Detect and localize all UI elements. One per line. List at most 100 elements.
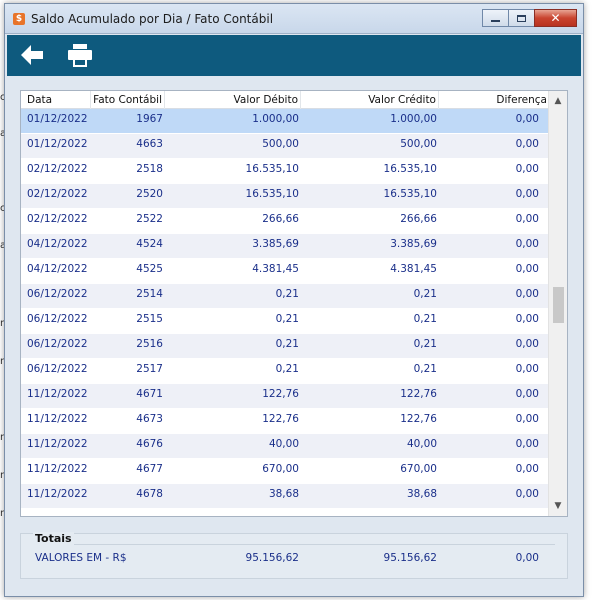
cell-data: 11/12/2022 [27, 463, 88, 475]
column-header-debito[interactable]: Valor Débito [165, 91, 301, 109]
cell-data: 02/12/2022 [27, 188, 88, 200]
cell-diferenca: 0,00 [515, 188, 539, 200]
cell-debito: 500,00 [262, 138, 299, 150]
cell-credito: 0,21 [413, 363, 437, 375]
column-header-data[interactable]: Data [27, 91, 91, 109]
scroll-thumb[interactable] [553, 287, 564, 323]
data-grid[interactable]: Data Fato Contábil Valor Débito Valor Cr… [20, 90, 568, 517]
column-header-credito[interactable]: Valor Crédito [301, 91, 439, 109]
totals-row: VALORES EM - R$ 95.156,62 95.156,62 0,00 [21, 548, 549, 568]
totals-credito: 95.156,62 [383, 552, 437, 564]
table-row[interactable]: 02/12/2022 2522 266,66 266,66 0,00 [21, 209, 549, 234]
vertical-scrollbar[interactable]: ▲ ▼ [548, 91, 567, 516]
cell-debito: 1.000,00 [252, 113, 299, 125]
cell-credito: 3.385,69 [390, 238, 437, 250]
cell-fato: 4673 [136, 413, 163, 425]
totals-divider [33, 544, 555, 545]
grid-header: Data Fato Contábil Valor Débito Valor Cr… [21, 91, 549, 109]
cell-fato: 1967 [136, 113, 163, 125]
column-header-fato[interactable]: Fato Contábil [91, 91, 165, 109]
cell-fato: 4671 [136, 388, 163, 400]
table-row[interactable]: 11/12/2022 4677 670,00 670,00 0,00 [21, 459, 549, 484]
printer-icon [68, 44, 92, 67]
cell-debito: 3.385,69 [252, 238, 299, 250]
cell-diferenca: 0,00 [515, 313, 539, 325]
table-row[interactable]: 11/12/2022 4678 38,68 38,68 0,00 [21, 484, 549, 509]
close-icon: ✕ [550, 11, 561, 25]
window-title: Saldo Acumulado por Dia / Fato Contábil [31, 12, 274, 26]
scroll-up-button[interactable]: ▲ [549, 93, 567, 109]
cell-fato: 2522 [136, 213, 163, 225]
minimize-icon [491, 20, 500, 22]
cell-diferenca: 0,00 [515, 263, 539, 275]
cell-fato: 2518 [136, 163, 163, 175]
table-row[interactable]: 04/12/2022 4524 3.385,69 3.385,69 0,00 [21, 234, 549, 259]
cell-credito: 0,21 [413, 338, 437, 350]
cell-diferenca: 0,00 [515, 288, 539, 300]
minimize-button[interactable] [482, 9, 508, 27]
close-button[interactable]: ✕ [534, 9, 577, 27]
table-row[interactable]: 02/12/2022 2518 16.535,10 16.535,10 0,00 [21, 159, 549, 184]
cell-debito: 38,68 [268, 488, 299, 500]
toolbar [7, 35, 581, 76]
table-row[interactable]: 01/12/2022 4663 500,00 500,00 0,00 [21, 134, 549, 159]
cell-diferenca: 0,00 [515, 488, 539, 500]
cell-data: 04/12/2022 [27, 238, 88, 250]
cell-data: 01/12/2022 [27, 138, 88, 150]
cell-debito: 0,21 [275, 338, 299, 350]
table-row[interactable]: 02/12/2022 2520 16.535,10 16.535,10 0,00 [21, 184, 549, 209]
cell-fato: 2515 [136, 313, 163, 325]
maximize-button[interactable] [508, 9, 534, 27]
table-row[interactable]: 06/12/2022 2515 0,21 0,21 0,00 [21, 309, 549, 334]
back-button[interactable] [17, 41, 47, 69]
cell-credito: 0,21 [413, 313, 437, 325]
cell-data: 04/12/2022 [27, 263, 88, 275]
cell-debito: 0,21 [275, 313, 299, 325]
cell-data: 06/12/2022 [27, 288, 88, 300]
cell-credito: 4.381,45 [390, 263, 437, 275]
table-row[interactable]: 01/12/2022 1967 1.000,00 1.000,00 0,00 [21, 109, 549, 134]
cell-fato: 4677 [136, 463, 163, 475]
cell-debito: 40,00 [268, 438, 299, 450]
table-row[interactable]: 06/12/2022 2516 0,21 0,21 0,00 [21, 334, 549, 359]
cell-debito: 266,66 [262, 213, 299, 225]
cell-fato: 4678 [136, 488, 163, 500]
cell-credito: 40,00 [406, 438, 437, 450]
table-row[interactable]: 06/12/2022 2517 0,21 0,21 0,00 [21, 359, 549, 384]
cell-data: 02/12/2022 [27, 213, 88, 225]
table-row[interactable]: 11/12/2022 4676 40,00 40,00 0,00 [21, 434, 549, 459]
maximize-icon [517, 14, 526, 22]
cell-credito: 670,00 [400, 463, 437, 475]
cell-credito: 122,76 [400, 388, 437, 400]
cell-diferenca: 0,00 [515, 388, 539, 400]
table-row[interactable]: 11/12/2022 4671 122,76 122,76 0,00 [21, 384, 549, 409]
cell-credito: 266,66 [400, 213, 437, 225]
scroll-down-button[interactable]: ▼ [549, 498, 567, 514]
cell-data: 06/12/2022 [27, 338, 88, 350]
cell-fato: 2520 [136, 188, 163, 200]
window-controls: ✕ [482, 9, 577, 27]
cell-diferenca: 0,00 [515, 213, 539, 225]
cell-data: 11/12/2022 [27, 438, 88, 450]
table-row[interactable]: 11/12/2022 4673 122,76 122,76 0,00 [21, 409, 549, 434]
cell-data: 06/12/2022 [27, 363, 88, 375]
table-row[interactable]: 04/12/2022 4525 4.381,45 4.381,45 0,00 [21, 259, 549, 284]
column-header-diferenca[interactable]: Diferença [496, 94, 547, 106]
cell-diferenca: 0,00 [515, 238, 539, 250]
cell-fato: 2516 [136, 338, 163, 350]
cell-fato: 4524 [136, 238, 163, 250]
cell-fato: 2514 [136, 288, 163, 300]
cell-debito: 670,00 [262, 463, 299, 475]
cell-credito: 0,21 [413, 288, 437, 300]
table-row[interactable]: 06/12/2022 2514 0,21 0,21 0,00 [21, 284, 549, 309]
totals-title: Totais [33, 532, 74, 545]
cell-diferenca: 0,00 [515, 163, 539, 175]
grid-rows: 01/12/2022 1967 1.000,00 1.000,00 0,00 01/12/… [21, 109, 549, 509]
print-button[interactable] [65, 41, 95, 69]
cell-diferenca: 0,00 [515, 413, 539, 425]
cell-credito: 16.535,10 [383, 163, 437, 175]
cell-diferenca: 0,00 [515, 438, 539, 450]
totals-debito: 95.156,62 [245, 552, 299, 564]
title-bar[interactable]: $ Saldo Acumulado por Dia / Fato Contábi… [5, 4, 583, 34]
cell-data: 11/12/2022 [27, 488, 88, 500]
